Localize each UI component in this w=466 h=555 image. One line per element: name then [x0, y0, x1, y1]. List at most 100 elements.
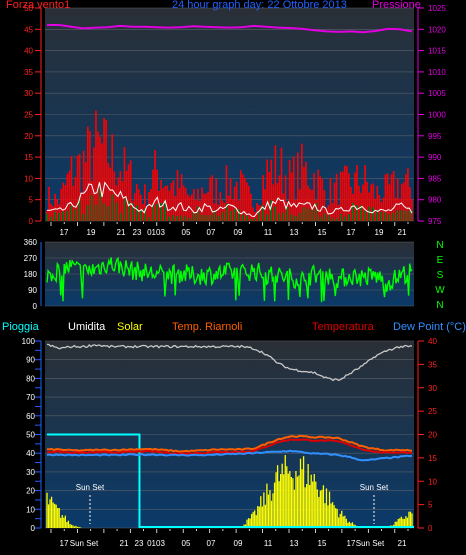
time-tick-label: 21	[120, 539, 129, 548]
pressure-tick-label: 995	[428, 132, 442, 141]
wind-speed-tick-label: 50	[24, 4, 33, 13]
time-tick-label: 11	[264, 228, 273, 237]
humidity-tick-label: 0	[31, 524, 36, 533]
pressure-tick-label: 985	[428, 174, 442, 183]
wind-speed-tick-label: 25	[24, 111, 33, 120]
humidity-tick-label: 80	[26, 374, 35, 383]
temperature-tick-label: 35	[428, 360, 437, 369]
time-tick-label: 13	[290, 228, 299, 237]
rain-line	[47, 433, 414, 528]
sunset-annotation: Sun Set	[76, 483, 105, 492]
wind-speed-line	[46, 181, 413, 218]
direction-tick-label: 180	[24, 270, 38, 279]
pressure-tick-label: 980	[428, 196, 442, 205]
time-tick-label: Sun Set	[70, 539, 99, 548]
direction-tick-label: 270	[24, 254, 38, 263]
time-tick-label: 17	[60, 539, 69, 548]
wind-speed-tick-label: 40	[24, 47, 33, 56]
compass-label: W	[435, 285, 445, 296]
time-tick-label: 0103	[147, 539, 165, 548]
time-tick-label: 0103	[147, 228, 165, 237]
wind-speed-tick-label: 10	[24, 174, 33, 183]
temperature-tick-label: 40	[428, 337, 437, 346]
graph-title: 24 hour graph day: 22 Ottobre 2013	[172, 0, 347, 11]
temperature-tick-label: 0	[428, 524, 433, 533]
time-tick-label: 19	[87, 228, 96, 237]
time-tick-label: 05	[182, 539, 191, 548]
direction-tick-label: 90	[28, 286, 37, 295]
wind-speed-tick-label: 20	[24, 132, 33, 141]
humidity-tick-label: 40	[26, 449, 35, 458]
heat-index-line	[46, 434, 412, 453]
time-tick-label: 21	[398, 539, 407, 548]
compass-label: E	[437, 255, 444, 266]
time-tick-label: 07	[207, 228, 216, 237]
wind-direction-line	[46, 256, 413, 303]
time-tick-label: 21	[117, 228, 126, 237]
pressure-tick-label: 1010	[428, 68, 446, 77]
dew-point-line	[46, 449, 413, 462]
temperature-line	[46, 438, 412, 456]
pressure-line	[47, 24, 413, 34]
temperature-tick-label: 20	[428, 431, 437, 440]
compass-label: S	[437, 270, 444, 281]
temperature-tick-label: 5	[428, 501, 433, 510]
humidity-tick-label: 60	[26, 412, 35, 421]
wind-speed-tick-label: 5	[29, 196, 34, 205]
time-tick-label: 09	[234, 539, 243, 548]
time-tick-label: 05	[182, 228, 191, 237]
humidity-line	[46, 343, 413, 382]
direction-tick-label: 0	[33, 302, 38, 311]
time-tick-label: 07	[207, 539, 216, 548]
temperature-tick-label: 25	[428, 407, 437, 416]
pressure-tick-label: 990	[428, 153, 442, 162]
wind-speed-tick-label: 0	[29, 217, 34, 226]
compass-label: N	[436, 300, 443, 311]
time-tick-label: 15	[318, 228, 327, 237]
sunset-annotation: Sun Set	[360, 483, 389, 492]
direction-tick-label: 360	[24, 238, 38, 247]
time-tick-label: 23	[135, 539, 144, 548]
pressure-tick-label: 1025	[428, 4, 446, 13]
humidity-tick-label: 70	[26, 393, 35, 402]
humidity-tick-label: 10	[26, 505, 35, 514]
temperature-tick-label: 10	[428, 477, 437, 486]
humidity-tick-label: 20	[26, 487, 35, 496]
humidity-tick-label: 30	[26, 468, 35, 477]
time-tick-label: 11	[264, 539, 273, 548]
wind-speed-tick-label: 30	[24, 89, 33, 98]
dew-point-label: Dew Point (°C)	[393, 321, 466, 333]
humidity-tick-label: 50	[26, 431, 35, 440]
humidity-label: Umidita	[68, 321, 106, 333]
pressure-tick-label: 975	[428, 217, 442, 226]
pressure-tick-label: 1015	[428, 47, 446, 56]
wind-speed-tick-label: 35	[24, 68, 33, 77]
time-tick-label: 17	[60, 228, 69, 237]
temperature-tick-label: 15	[428, 454, 437, 463]
pressure-tick-label: 1020	[428, 25, 446, 34]
pressure-axis-label: Pressione	[372, 0, 421, 11]
humidity-tick-label: 90	[26, 356, 35, 365]
time-tick-label: 19	[375, 228, 384, 237]
wind-speed-tick-label: 45	[24, 25, 33, 34]
time-tick-label: 15	[318, 539, 327, 548]
temperature-label: Temperatura	[312, 321, 374, 333]
time-tick-label: 21	[398, 228, 407, 237]
heat-index-label: Temp. Riarnoli	[172, 321, 243, 333]
time-tick-label: 17	[347, 228, 356, 237]
wind-speed-tick-label: 15	[24, 153, 33, 162]
temperature-tick-label: 30	[428, 384, 437, 393]
rain-label: Pioggia	[2, 321, 39, 333]
time-tick-label: 13	[290, 539, 299, 548]
solar-label: Solar	[117, 321, 143, 333]
pressure-tick-label: 1000	[428, 111, 446, 120]
pressure-tick-label: 1005	[428, 89, 446, 98]
time-tick-label: Sun Set	[356, 539, 385, 548]
time-tick-label: 09	[234, 228, 243, 237]
wind-speed-axis-label: Forza vento1	[6, 0, 71, 11]
time-tick-label: 23	[133, 228, 142, 237]
time-tick-label: 17	[347, 539, 356, 548]
compass-label: N	[436, 240, 443, 251]
humidity-tick-label: 100	[22, 337, 36, 346]
